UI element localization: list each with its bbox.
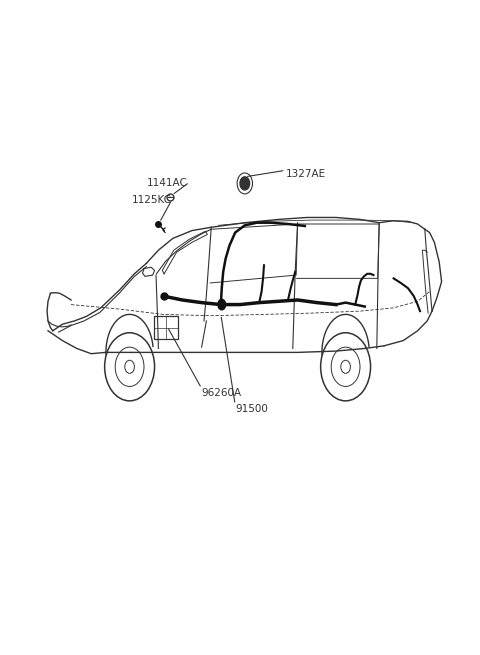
Text: 1125KC: 1125KC xyxy=(132,195,172,205)
Text: 1327AE: 1327AE xyxy=(286,168,326,179)
Circle shape xyxy=(240,177,250,190)
Text: 96260A: 96260A xyxy=(202,388,242,398)
Text: 1141AC: 1141AC xyxy=(146,178,187,189)
Text: 91500: 91500 xyxy=(235,404,268,415)
Circle shape xyxy=(218,299,226,310)
Bar xyxy=(154,316,178,339)
